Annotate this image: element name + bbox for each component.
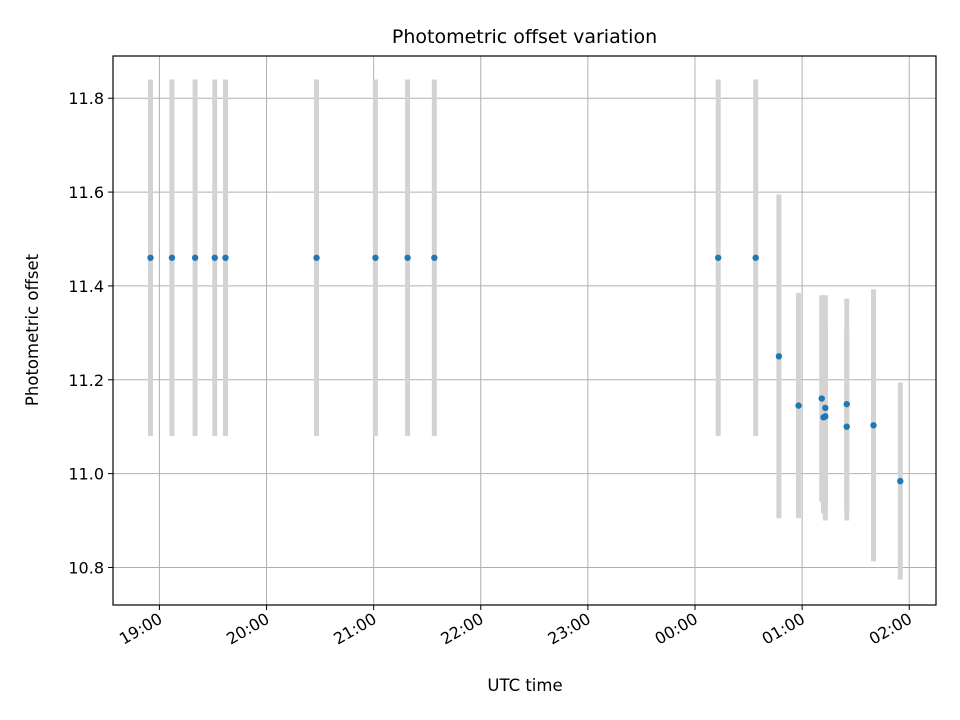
data-point [191,254,199,261]
chart-title: Photometric offset variation [392,26,657,48]
y-tick-label: 10.8 [68,558,104,577]
data-point [822,413,829,420]
y-axis-label: Photometric offset [23,253,42,406]
y-tick-label: 11.2 [68,371,104,390]
data-point [795,402,802,409]
data-point [211,254,218,261]
plot-frame [112,55,937,606]
data-point [147,254,154,261]
data-point [168,254,176,261]
data-point [752,254,759,261]
data-point [372,254,379,261]
data-points [147,254,904,485]
data-point [404,254,411,261]
data-point [870,422,877,429]
data-point [843,423,850,430]
y-tick-label: 11.8 [68,89,104,108]
data-point [313,254,320,261]
data-point [822,404,829,412]
data-point [818,395,825,402]
y-tick-label: 11.0 [68,465,104,484]
y-axis: 10.8 11.0 11.2 11.4 11.6 11.8 [68,89,113,577]
data-point [714,254,722,261]
data-point [897,477,904,485]
x-axis-label: UTC time [487,676,562,695]
data-point [775,353,783,360]
data-point [843,400,850,408]
data-point [222,254,229,261]
data-point [431,254,438,261]
y-tick-label: 11.4 [68,277,104,296]
grid [113,56,936,605]
y-tick-label: 11.6 [68,183,104,202]
